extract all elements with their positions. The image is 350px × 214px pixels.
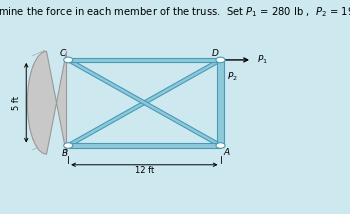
Polygon shape: [66, 59, 222, 147]
Polygon shape: [27, 51, 66, 154]
Text: B: B: [62, 149, 68, 158]
Text: Determine the force in each member of the truss.  Set $P_1$ = 280 lb ,  $P_2$ = : Determine the force in each member of th…: [0, 5, 350, 19]
Polygon shape: [217, 60, 224, 146]
Text: D: D: [212, 49, 219, 58]
Circle shape: [64, 57, 73, 63]
Polygon shape: [68, 143, 220, 148]
Text: 12 ft: 12 ft: [135, 166, 154, 175]
Circle shape: [216, 143, 225, 148]
Circle shape: [64, 143, 73, 148]
Text: $P_1$: $P_1$: [257, 54, 268, 66]
Polygon shape: [66, 59, 222, 147]
Polygon shape: [68, 58, 220, 62]
Text: C: C: [60, 49, 66, 58]
Text: A: A: [224, 148, 230, 157]
Circle shape: [216, 57, 225, 63]
Text: $P_2$: $P_2$: [227, 71, 238, 83]
Text: 5 ft: 5 ft: [12, 96, 21, 110]
